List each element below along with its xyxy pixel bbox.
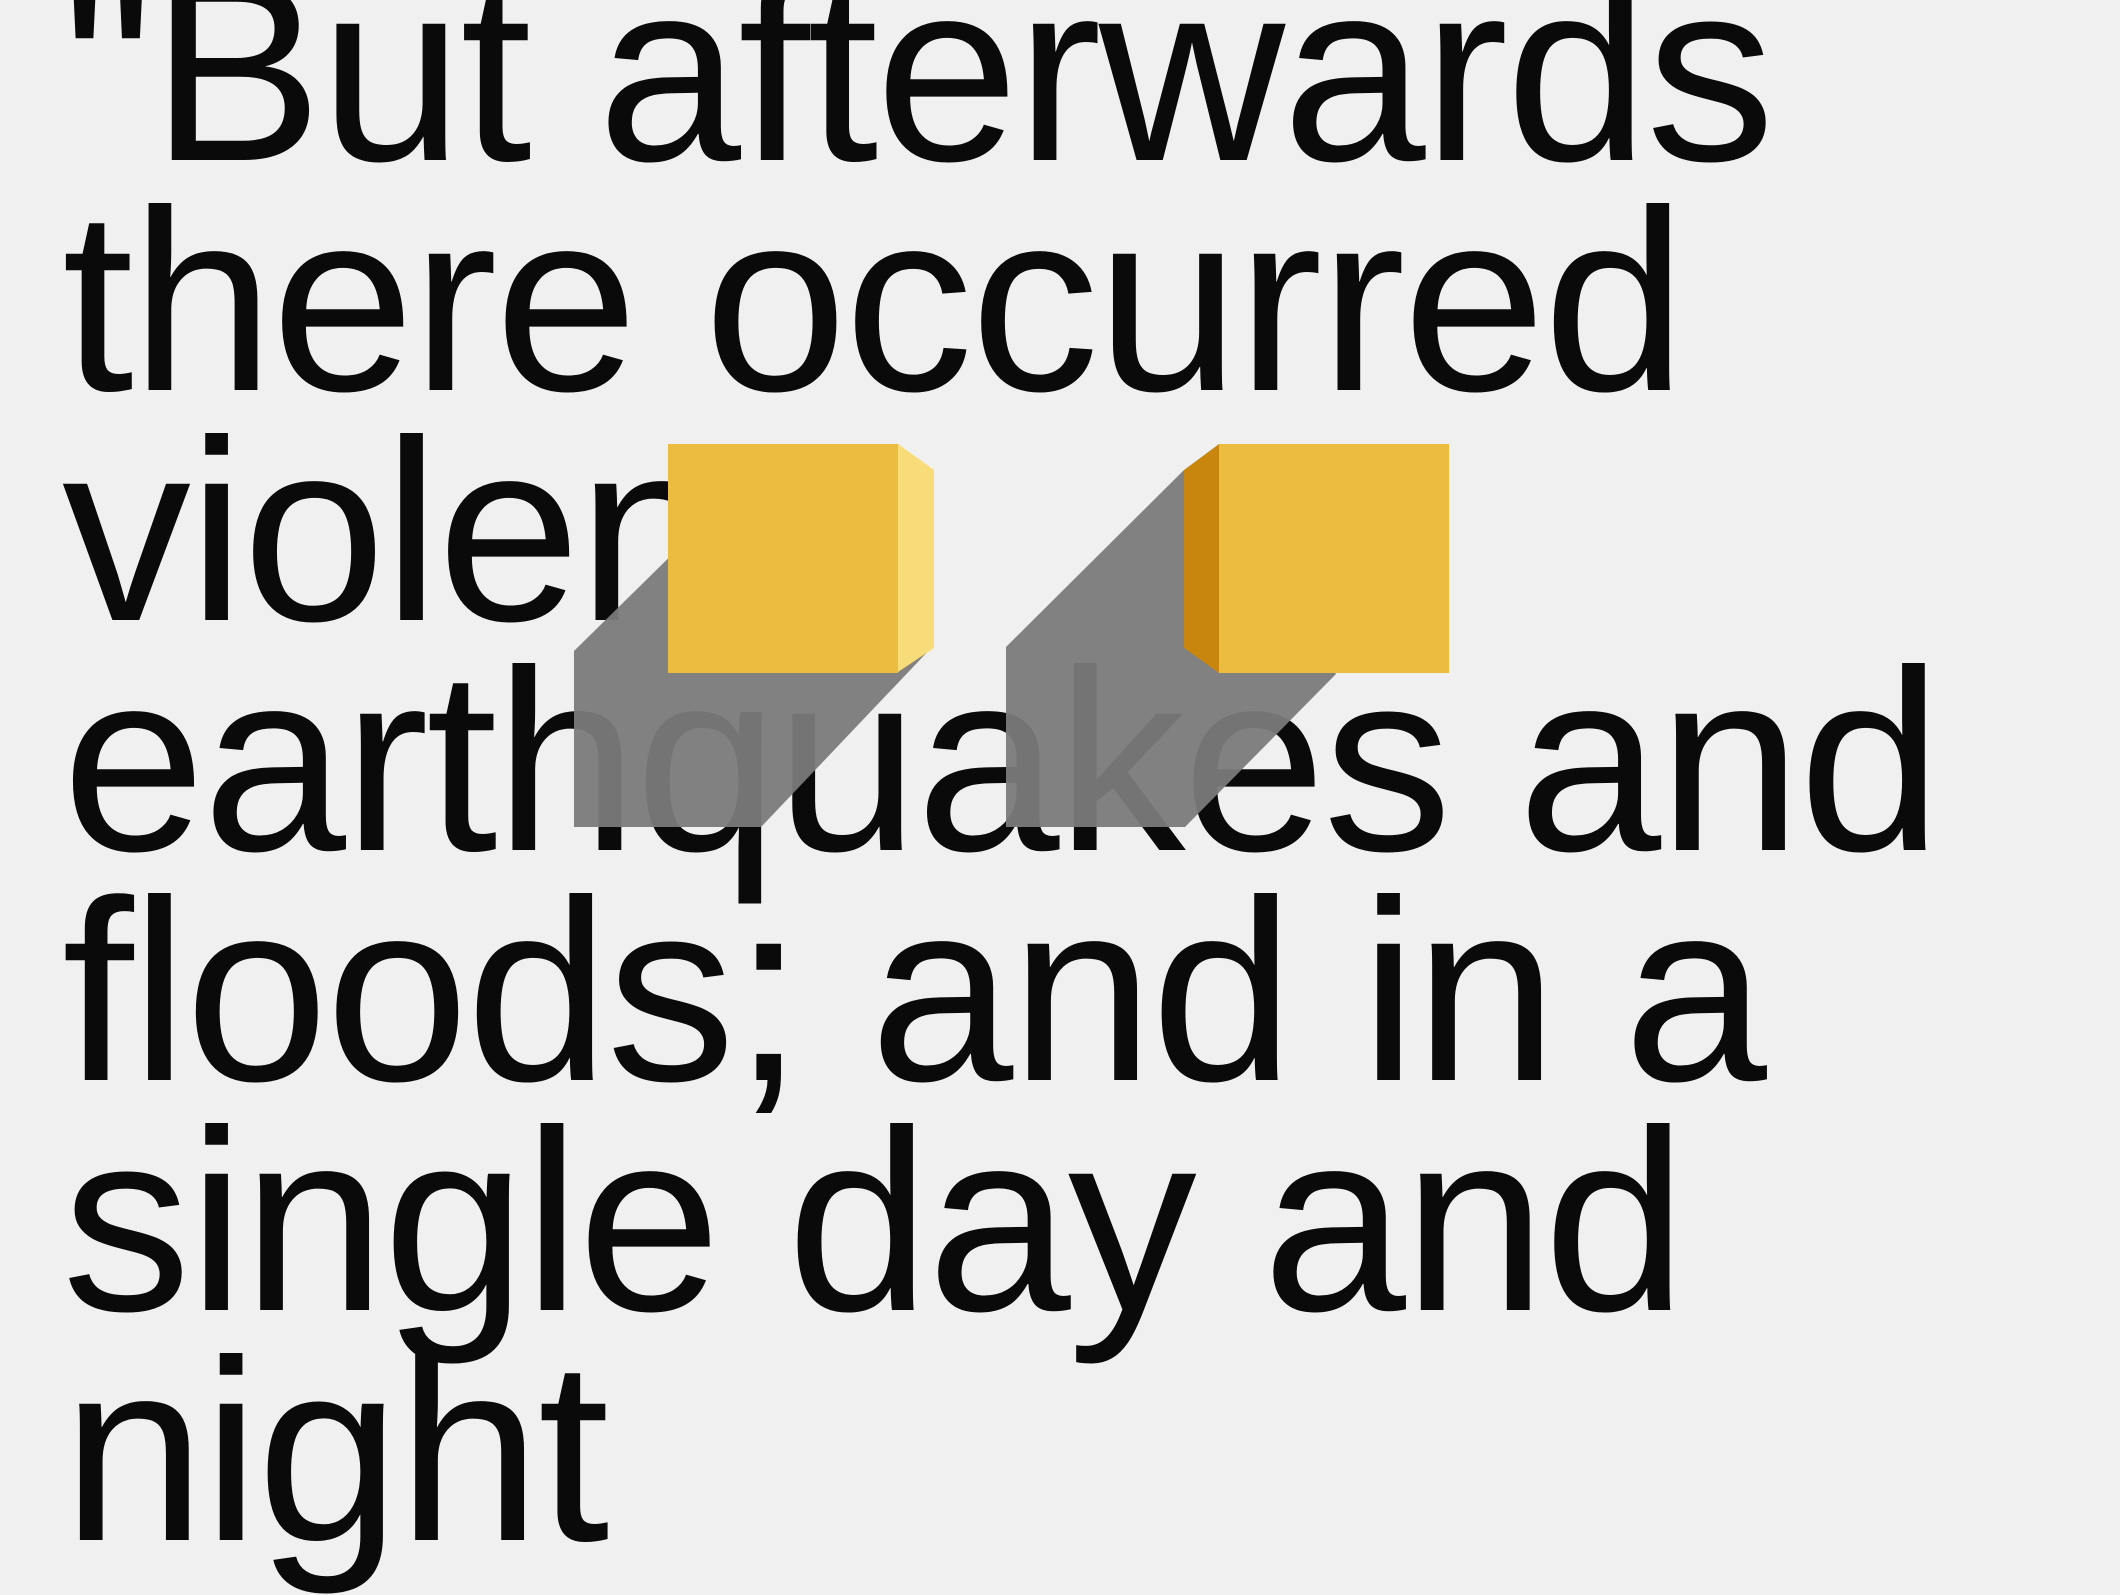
quote-text: "But afterwards there occurred violent e… (62, 0, 1942, 1595)
